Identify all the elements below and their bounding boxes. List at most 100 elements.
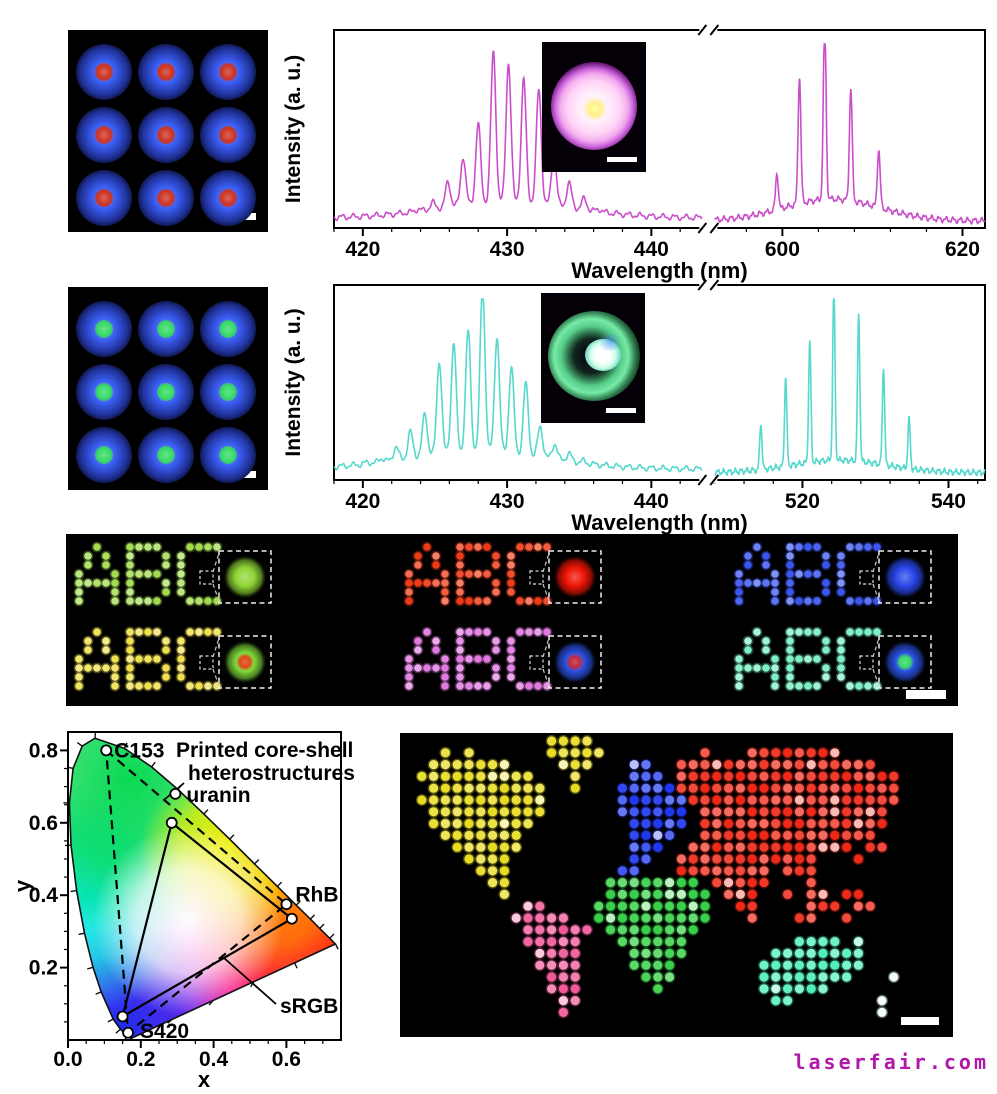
map-dot [783,842,793,852]
map-dot [865,830,875,840]
letter-dot [177,646,185,654]
letter-dot [93,543,101,551]
map-dot [747,866,757,876]
map-dot [617,866,627,876]
map-dot [523,937,533,947]
abc-group [733,626,932,692]
map-dot [877,807,887,817]
map-dot [759,854,769,864]
letter-dot [771,682,779,690]
map-dot [582,736,592,746]
letter-dot [864,682,872,690]
map-dot [629,878,639,888]
letter-dot [786,646,794,654]
dye-point-marker [280,898,293,911]
letter-dot [813,682,821,690]
map-dot [818,960,828,970]
locus-wavelength-tick [319,923,325,929]
map-dot [688,925,698,935]
disc-core [219,63,237,81]
map-dot [653,889,663,899]
map-dot [830,819,840,829]
map-dot [476,819,486,829]
map-dot [440,795,450,805]
map-dot [853,807,863,817]
map-dot [806,948,816,958]
yellow-core-glow [584,98,606,120]
map-dot [641,913,651,923]
letter-dot [873,543,881,551]
map-dot [452,795,462,805]
map-dot [558,748,568,758]
letter-dot [126,588,134,596]
map-dot [429,771,439,781]
letter-dot [837,588,845,596]
letter-dot [795,628,803,636]
map-dot [806,937,816,947]
disc-core [219,446,237,464]
zoom-source-box [199,655,214,670]
map-dot [735,854,745,864]
letter-dot [762,664,770,672]
map-dot [783,760,793,770]
map-dot [783,960,793,970]
map-dot [547,972,557,982]
letter-dot [492,646,500,654]
letter-dot [423,628,431,636]
spectrum-curve [714,298,986,477]
x-axis-label: Wavelength (nm) [571,258,747,283]
disc-core [157,189,175,207]
letter-dot [456,655,464,663]
map-dot [759,878,769,888]
letter-dot [846,628,854,636]
map-dot [606,913,616,923]
map-dot [688,878,698,888]
letter-dot [177,637,185,645]
map-dot [617,878,627,888]
map-dot [853,819,863,829]
map-dot [783,889,793,899]
map-dot [759,819,769,829]
map-dot [818,901,828,911]
letter-dot [492,552,500,560]
inset-disc-core [896,653,914,671]
map-dot [547,984,557,994]
map-dot [842,913,852,923]
map-dot [558,972,568,982]
map-dot [617,795,627,805]
letter-dot [162,664,170,672]
map-dot [783,795,793,805]
map-dot [641,854,651,864]
map-dot [676,783,686,793]
map-dot [771,819,781,829]
letter-dot [855,597,863,605]
disc-core [95,189,113,207]
map-dot [464,842,474,852]
axis-break-slash [709,279,720,291]
locus-wavelength-tick [295,900,301,906]
letter-dot [213,628,221,636]
letter-dot [795,655,803,663]
letter-dot [855,628,863,636]
map-dot [476,866,486,876]
letter-dot [456,588,464,596]
axis-break-slash [697,474,708,486]
map-dot [865,771,875,781]
map-dot [759,807,769,817]
map-dot [511,807,521,817]
disc-core [95,126,113,144]
locus-wavelength-tick [123,742,128,749]
map-dot [511,771,521,781]
x-tick-label: 0.4 [199,1048,229,1071]
letter-dot [414,561,422,569]
letter-dot [75,673,83,681]
letter-dot [762,561,770,569]
letter-dot [753,579,761,587]
zoom-connector-line [542,583,550,602]
map-dot [653,901,663,911]
letter-dot [465,597,473,605]
map-dot [794,842,804,852]
letter-dot [483,597,491,605]
axis-break-slash [697,222,708,234]
letter-dot [126,655,134,663]
